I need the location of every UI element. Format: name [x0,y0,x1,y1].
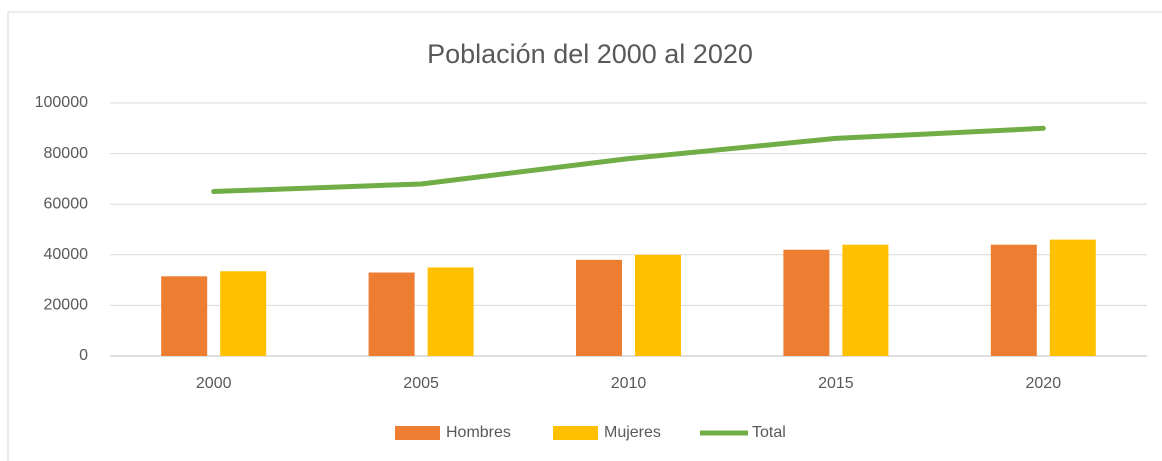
y-tick-label: 40000 [44,246,89,263]
legend-swatch [553,426,598,440]
x-tick-label: 2015 [818,375,854,392]
bar [990,244,1037,356]
x-tick-label: 2005 [403,375,439,392]
bar [1049,239,1096,356]
bar [427,267,474,356]
chart-frame [7,11,1162,461]
bar [783,249,830,356]
y-tick-label: 100000 [35,94,88,111]
legend-label: Hombres [446,424,511,441]
bar [161,276,208,356]
legend-swatch [395,426,440,440]
y-tick-label: 20000 [44,297,89,314]
bar [220,271,267,356]
legend-label: Mujeres [604,424,661,441]
y-tick-label: 60000 [44,195,89,212]
bar [635,254,681,356]
x-tick-label: 2000 [196,375,232,392]
x-tick-label: 2010 [611,375,647,392]
chart-title: Población del 2000 al 2020 [427,39,753,69]
y-tick-label: 0 [79,347,88,364]
x-tick-label: 2020 [1026,375,1062,392]
bar [576,259,622,356]
y-tick-label: 80000 [44,145,89,162]
legend-label: Total [752,424,786,441]
line-series [211,125,1046,195]
bar [368,272,415,356]
bar [842,244,889,356]
